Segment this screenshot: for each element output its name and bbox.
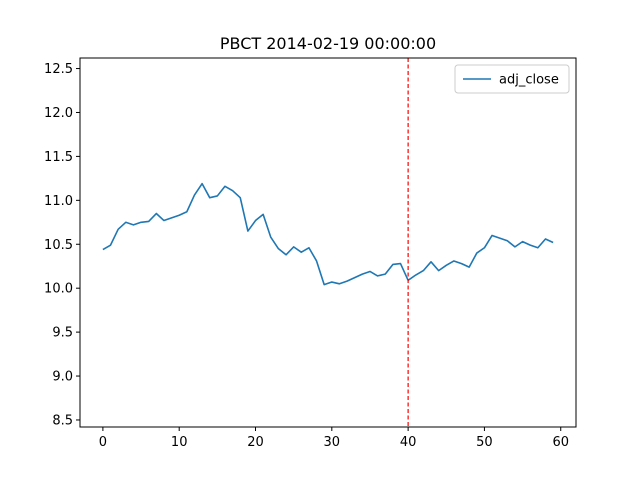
x-tick-label: 20 (247, 435, 264, 450)
y-axis: 8.5 9.0 9.5 10.0 10.5 11.0 11.5 12.0 12.5 (44, 62, 80, 428)
chart-title: PBCT 2014-02-19 00:00:00 (220, 34, 436, 53)
y-tick-label: 11.5 (44, 150, 73, 165)
x-tick-label: 30 (324, 435, 341, 450)
x-tick-label: 40 (400, 435, 417, 450)
y-tick-label: 10.0 (44, 282, 73, 297)
y-tick-label: 9.5 (52, 326, 73, 341)
x-tick-label: 60 (552, 435, 569, 450)
y-tick-label: 9.0 (52, 370, 73, 385)
series-line-adj_close (102, 182, 554, 286)
x-axis: 0 10 20 30 40 50 60 (99, 427, 569, 450)
x-tick-label: 0 (99, 435, 107, 450)
x-tick-label: 10 (171, 435, 188, 450)
y-tick-label: 12.0 (44, 106, 73, 121)
plot-area (102, 58, 554, 427)
legend: adj_close (454, 64, 570, 94)
y-tick-label: 10.5 (44, 238, 73, 253)
legend-box (454, 64, 570, 94)
x-tick-label: 50 (476, 435, 493, 450)
y-tick-label: 8.5 (52, 413, 73, 428)
legend-label: adj_close (499, 73, 559, 88)
axes-frame (79, 57, 577, 428)
y-tick-label: 11.0 (44, 194, 73, 209)
y-tick-label: 12.5 (44, 62, 73, 77)
